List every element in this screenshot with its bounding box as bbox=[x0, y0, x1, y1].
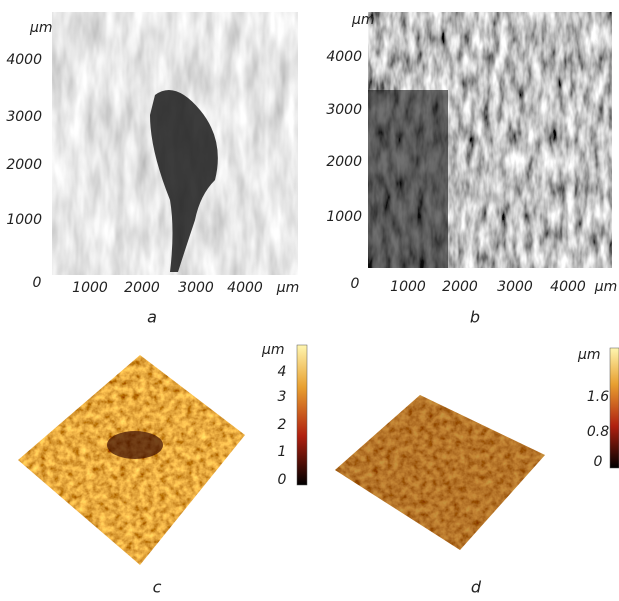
colorbar-tick-label: 0 bbox=[278, 472, 287, 488]
y-tick-label: 3000 bbox=[326, 102, 362, 118]
x-unit: μm bbox=[594, 279, 618, 295]
y-tick-label: 3000 bbox=[6, 109, 42, 125]
x-tick-label: 1000 bbox=[72, 280, 108, 296]
x-tick-label: 1000 bbox=[390, 279, 426, 295]
dark-region bbox=[368, 90, 448, 268]
x-tick-label: 3000 bbox=[497, 279, 533, 295]
colorbar bbox=[297, 345, 307, 485]
caption: d bbox=[471, 578, 482, 597]
x-tick-label: 3000 bbox=[178, 280, 214, 296]
x-tick-label: 2000 bbox=[442, 279, 478, 295]
colorbar bbox=[610, 348, 619, 468]
caption: a bbox=[147, 308, 157, 327]
origin-label: 0 bbox=[33, 275, 42, 291]
surface-shade bbox=[335, 395, 545, 550]
x-tick-label: 4000 bbox=[550, 279, 586, 295]
colorbar-tick-label: 2 bbox=[278, 417, 287, 433]
y-tick-label: 1000 bbox=[6, 212, 42, 228]
y-tick-label: 2000 bbox=[6, 157, 42, 173]
x-tick-label: 2000 bbox=[124, 280, 160, 296]
y-tick-label: 4000 bbox=[6, 52, 42, 68]
y-unit: μm bbox=[351, 12, 375, 28]
y-tick-label: 1000 bbox=[326, 209, 362, 225]
colorbar-tick-label: 4 bbox=[278, 364, 287, 380]
x-unit: μm bbox=[276, 280, 300, 296]
colorbar-tick-label: 0.8 bbox=[587, 424, 609, 440]
x-tick-label: 4000 bbox=[227, 280, 263, 296]
colorbar-tick-label: 0 bbox=[594, 454, 603, 470]
colorbar-tick-label: 1 bbox=[278, 444, 287, 460]
surface-3d bbox=[10, 350, 250, 570]
colorbar-unit: μm bbox=[577, 347, 601, 363]
colorbar-unit: μm bbox=[261, 342, 285, 358]
figure: μm 4000 3000 2000 1000 0 1000 2000 3000 … bbox=[0, 0, 619, 597]
origin-label: 0 bbox=[351, 276, 360, 292]
colorbar-tick-label: 3 bbox=[278, 389, 287, 405]
colorbar-tick-label: 1.6 bbox=[587, 389, 609, 405]
crater bbox=[107, 431, 163, 459]
y-tick-label: 4000 bbox=[326, 49, 362, 65]
y-unit: μm bbox=[29, 20, 53, 36]
caption: c bbox=[153, 578, 162, 597]
caption: b bbox=[470, 308, 480, 327]
y-tick-label: 2000 bbox=[326, 154, 362, 170]
